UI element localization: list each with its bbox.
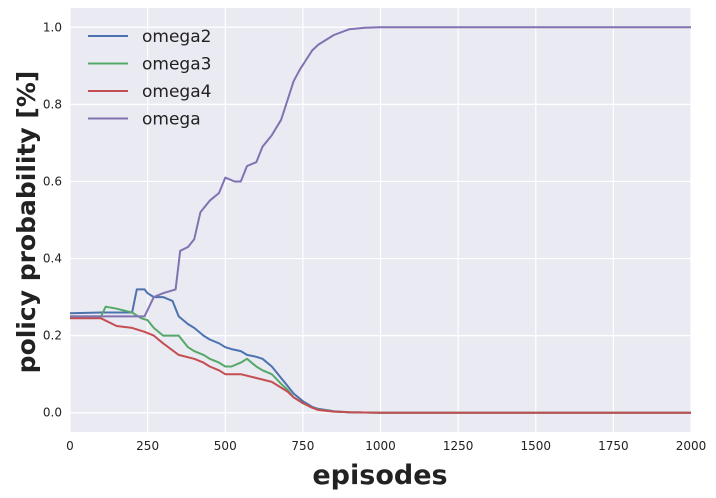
y-tick-label: 0.8 (43, 97, 62, 111)
x-tick-label: 0 (66, 439, 74, 453)
x-tick-label: 1500 (520, 439, 551, 453)
legend-item-omega3: omega3 (88, 55, 211, 75)
series-line-omega4 (70, 317, 691, 414)
y-tick-label: 0.6 (43, 174, 62, 188)
legend-label: omega2 (142, 27, 211, 47)
series-lines (69, 26, 691, 414)
x-tick-label: 250 (136, 439, 159, 453)
x-tick-label: 1000 (365, 439, 396, 453)
legend-item-omega2: omega2 (88, 27, 211, 47)
y-tick-label: 1.0 (43, 20, 62, 34)
legend-item-omega: omega (88, 110, 201, 130)
x-tick-label: 1750 (598, 439, 629, 453)
series-line-omega (70, 26, 691, 318)
x-axis-title: episodes (312, 460, 447, 491)
x-tick-labels: 0 250 500 750 1000 1250 1500 1750 2000 (66, 439, 706, 453)
y-tick-label: 0.0 (43, 406, 62, 420)
y-axis-title: policy probability [%] (12, 71, 41, 374)
y-tick-label: 0.4 (43, 252, 62, 266)
y-tick-label: 0.2 (43, 329, 62, 343)
legend-label: omega4 (142, 82, 211, 102)
legend: omega2 omega3 omega4 omega (88, 27, 211, 130)
x-tick-label: 2000 (676, 439, 707, 453)
y-tick-labels: 0.0 0.2 0.4 0.6 0.8 1.0 (43, 20, 62, 419)
x-tick-label: 500 (214, 439, 237, 453)
legend-item-omega4: omega4 (88, 82, 211, 102)
legend-label: omega3 (142, 55, 211, 75)
x-tick-label: 1250 (443, 439, 474, 453)
x-tick-label: 750 (291, 439, 314, 453)
legend-label: omega (142, 110, 201, 130)
